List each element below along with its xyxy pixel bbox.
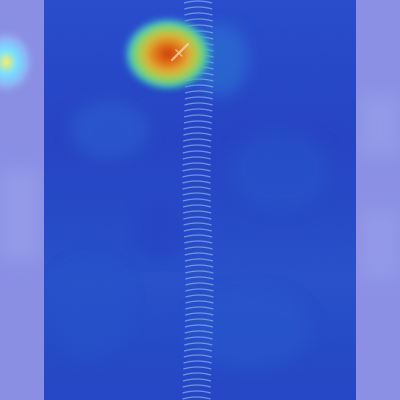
right-panel-light-patch [360, 95, 400, 155]
zipper-tooth [184, 102, 213, 106]
zipper-tooth [183, 0, 213, 4]
zipper-tooth [183, 348, 213, 352]
zipper-tooth [183, 366, 212, 370]
zipper-tooth [182, 198, 211, 202]
zipper-tooth [183, 228, 212, 232]
zipper-tooth [182, 156, 211, 160]
zipper-tooth [184, 246, 213, 250]
zipper-tooth [185, 300, 214, 304]
zipper-tooth [183, 126, 212, 130]
zipper-tooth [182, 192, 211, 196]
zipper-tooth [184, 342, 213, 346]
zipper-tooth [182, 210, 212, 214]
zipper-tooth [182, 204, 212, 208]
zipper-tooth [185, 276, 214, 280]
heatmap-hotspot [122, 16, 214, 92]
zipper-tooth [185, 270, 214, 274]
right-panel [356, 0, 400, 400]
zipper-tooth [182, 180, 211, 184]
left-panel-light-patch [0, 170, 40, 260]
zipper-tooth [184, 12, 213, 16]
zipper-tooth [185, 294, 214, 298]
zipper-tooth [183, 222, 212, 226]
zipper-tooth [185, 288, 214, 292]
zipper-tooth [184, 336, 213, 340]
zipper-tooth [182, 384, 211, 388]
hotspot-highlight-mark [175, 49, 183, 57]
zipper-tooth [185, 306, 214, 310]
zipper-tooth [182, 372, 212, 376]
zipper-tooth [184, 318, 214, 322]
zipper-tooth [184, 264, 214, 268]
zipper-tooth [184, 96, 213, 100]
zipper-tooth [184, 252, 213, 256]
zipper-tooth [184, 6, 213, 10]
zipper-tooth [182, 378, 212, 382]
zipper-tooth [184, 258, 214, 262]
zipper-tooth [184, 240, 213, 244]
zipper-tooth [183, 132, 212, 136]
zipper-tooth [185, 312, 214, 316]
zipper-tooth [182, 174, 211, 178]
right-panel-light-patch [360, 210, 400, 280]
zipper-tooth [184, 324, 214, 328]
zipper-tooth [184, 108, 213, 112]
zipper-tooth [184, 90, 214, 94]
hotspot-highlight-mark [171, 43, 189, 61]
zipper-tooth [182, 186, 211, 190]
zipper-tooth [182, 162, 211, 166]
left-edge-glow [0, 28, 36, 96]
zipper-teeth [182, 0, 214, 400]
zipper-tooth [182, 138, 212, 142]
zipper-tooth [183, 216, 212, 220]
zipper-tooth [183, 354, 212, 358]
zipper-tooth [183, 120, 213, 124]
zipper-tooth [182, 168, 211, 172]
zipper-tooth [182, 396, 211, 400]
zipper-tooth [184, 330, 213, 334]
zipper-tooth [183, 114, 213, 118]
zipper-tooth [182, 390, 211, 394]
zipper-tooth [183, 234, 213, 238]
zipper-tooth [182, 144, 212, 148]
zipper-tooth [183, 360, 212, 364]
zipper-tooth [185, 282, 214, 286]
zipper-tooth [182, 150, 211, 154]
